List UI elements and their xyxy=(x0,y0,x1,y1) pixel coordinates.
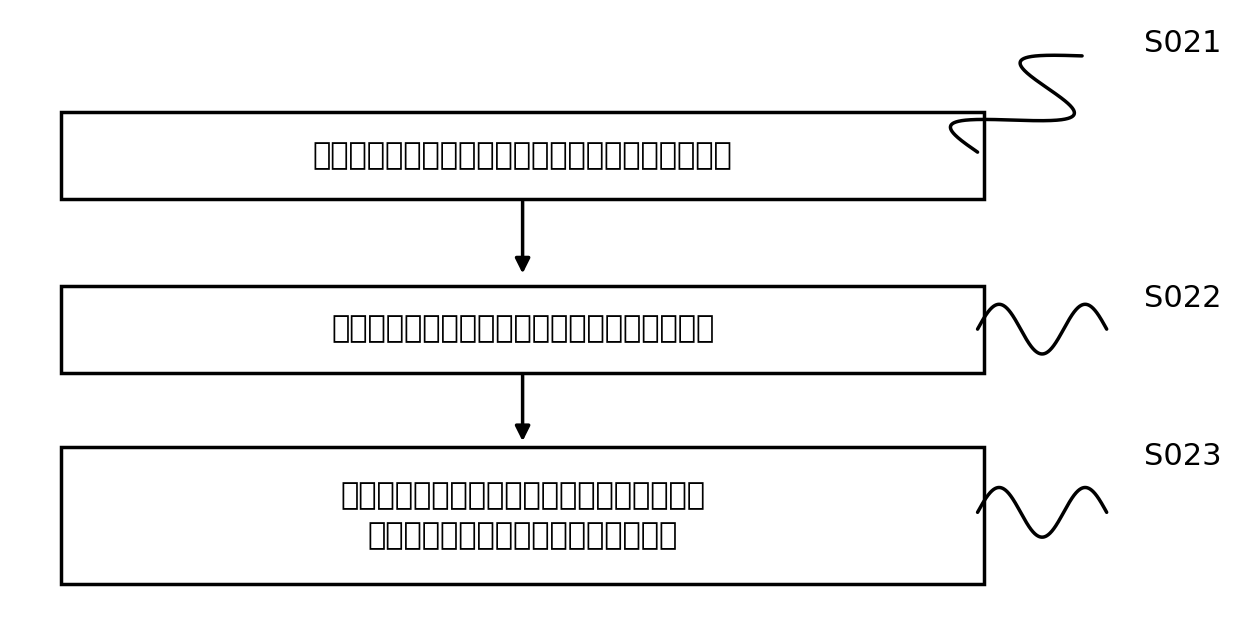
FancyBboxPatch shape xyxy=(62,447,983,584)
Text: S023: S023 xyxy=(1143,442,1221,471)
Text: S021: S021 xyxy=(1143,29,1221,58)
Text: 分别将硒源和锡源以分子束或原子束的方式喷
射至加热后的介质基板的表面进行生长: 分别将硒源和锡源以分子束或原子束的方式喷 射至加热后的介质基板的表面进行生长 xyxy=(340,481,706,550)
Text: S022: S022 xyxy=(1143,284,1221,312)
FancyBboxPatch shape xyxy=(62,112,983,199)
FancyBboxPatch shape xyxy=(62,286,983,373)
Text: 将硒源和锡源加热到所需温度，将介质基板加热: 将硒源和锡源加热到所需温度，将介质基板加热 xyxy=(331,315,714,343)
Text: 将介质基板放置于分子束外延设备中，并迅速抗真空: 将介质基板放置于分子束外延设备中，并迅速抗真空 xyxy=(312,141,733,170)
